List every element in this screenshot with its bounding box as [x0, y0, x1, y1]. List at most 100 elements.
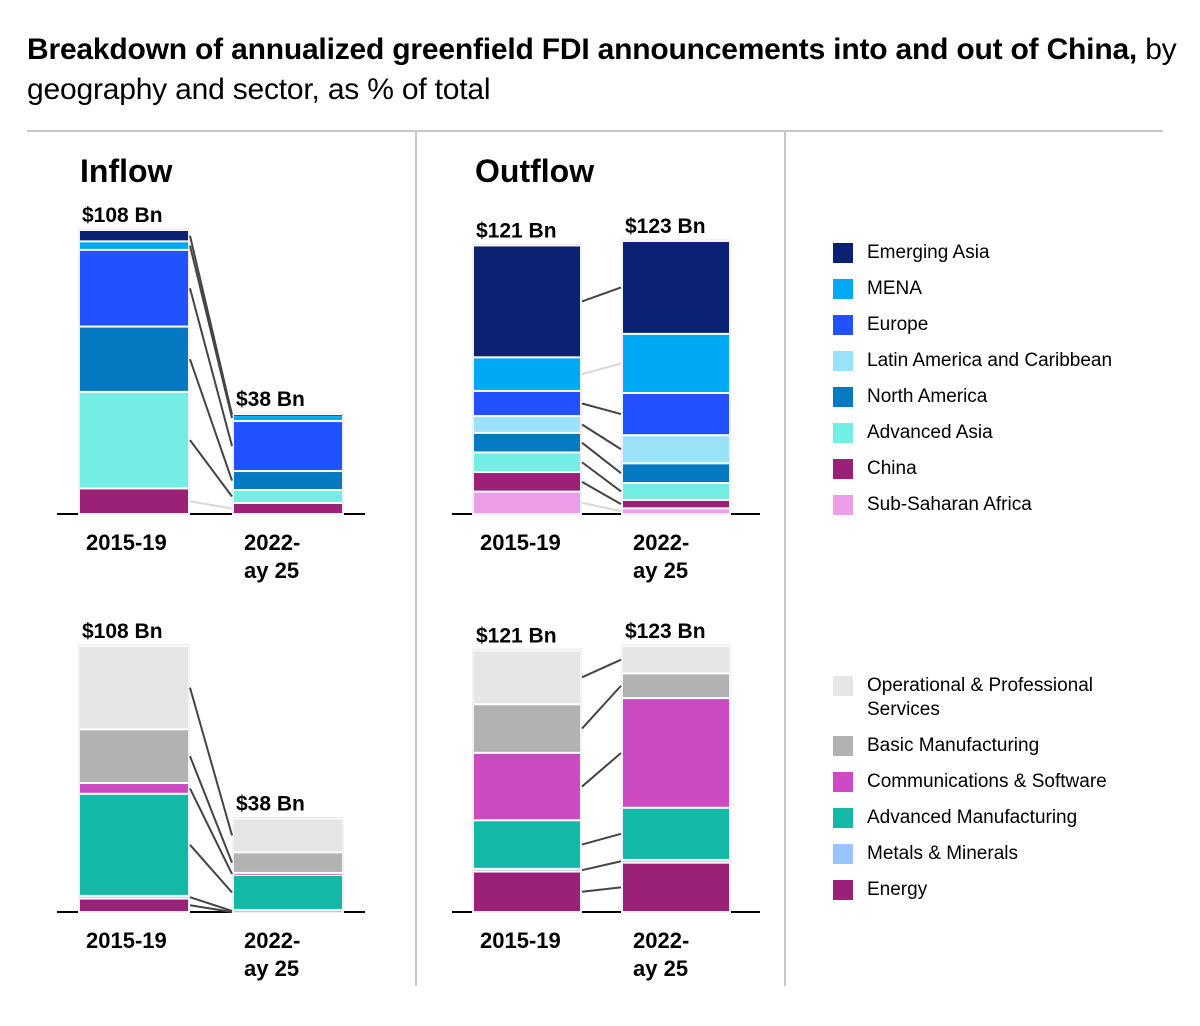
legend-label: Metals & Minerals [867, 843, 1018, 864]
connector-line [189, 755, 233, 863]
bar-segment [234, 415, 342, 416]
legend-swatch [833, 676, 853, 696]
legend-geography: Emerging Asia MENA Europe Latin America and… [833, 241, 1157, 529]
legend-label: Advanced Asia [867, 422, 993, 443]
bar-frame [78, 228, 190, 515]
bar-segment [474, 391, 580, 416]
bar-segment [474, 651, 580, 704]
legend-label: Advanced Manufacturing [867, 807, 1078, 828]
bar-frame [621, 644, 731, 913]
legend-label: MENA [867, 278, 922, 299]
bar-segment [234, 504, 342, 513]
connector-line [189, 287, 233, 447]
bar-segment [234, 416, 342, 421]
legend-item: North America [833, 385, 1157, 409]
bar-segment [234, 819, 342, 852]
bar-total-label: $108 Bn [82, 204, 163, 227]
bar-segment [474, 492, 580, 513]
connector-line [189, 500, 233, 510]
legend-item: Latin America and Caribbean [833, 349, 1157, 373]
bar-segment [234, 873, 342, 875]
x-tick-label: 2015-19 [480, 928, 561, 953]
connector-line [189, 245, 233, 419]
panel-title-outflow: Outflow [475, 153, 595, 189]
bar-segment [474, 358, 580, 390]
legend-item: Advanced Asia [833, 421, 1157, 445]
bar-segment [474, 869, 580, 871]
bar-frame [472, 648, 582, 913]
x-tick-label: ay 25 [244, 956, 299, 981]
bar-segment [80, 730, 188, 783]
legend-label: Communications & Software [867, 771, 1107, 792]
connector-line [581, 362, 622, 376]
legend-label: Latin America and Caribbean [867, 350, 1113, 371]
legend-label: Operational & Professional Services [867, 675, 1094, 720]
bar-segment [623, 484, 729, 499]
bar-segment [80, 392, 188, 488]
bar-total-label: $123 Bn [625, 620, 706, 643]
connector-line [581, 441, 622, 474]
bar-segment [474, 753, 580, 820]
bar-segment [474, 417, 580, 432]
x-tick-label: 2015-19 [86, 928, 167, 953]
bar-frame [472, 243, 582, 515]
chart-title-subtitle: by geography and sector, as % of total [27, 33, 1177, 106]
x-tick-label: ay 25 [244, 558, 299, 583]
connector-line [189, 358, 233, 481]
legend-swatch [833, 459, 853, 479]
connector-line [581, 860, 622, 872]
bar-segment [80, 784, 188, 793]
bar-segment [234, 422, 342, 471]
x-tick-label: ay 25 [633, 956, 688, 981]
legend-label: North America [867, 386, 988, 407]
legend-swatch [833, 351, 853, 371]
header-divider [27, 130, 1163, 132]
legend-label: China [867, 458, 917, 479]
bar-segment [80, 327, 188, 391]
legend-swatch [833, 495, 853, 515]
bar-segment [234, 910, 342, 912]
bar-segment [623, 808, 729, 859]
bar-total-label: $108 Bn [82, 620, 163, 643]
legend-item: China [833, 457, 1157, 481]
bar-segment [623, 393, 729, 435]
panel-divider-right [784, 132, 786, 986]
legend-swatch [833, 808, 853, 828]
x-tick-label: 2022- [244, 530, 300, 555]
legend-item: Energy [833, 878, 1157, 902]
bar-segment [234, 491, 342, 503]
legend-label: Basic Manufacturing [867, 735, 1040, 756]
bar-segment [80, 647, 188, 729]
legend-label: Europe [867, 314, 929, 335]
connector-line [581, 685, 622, 730]
connector-line [189, 687, 233, 836]
bar-segment [623, 647, 729, 673]
legend-swatch [833, 423, 853, 443]
legend-label: Emerging Asia [867, 242, 990, 263]
bar-segment [623, 242, 729, 333]
legend-item: Communications & Software [833, 770, 1157, 794]
bar-segment [623, 509, 729, 513]
bar-total-label: $38 Bn [236, 388, 305, 411]
bar-frame [232, 412, 344, 515]
legend-item: Sub-Saharan Africa [833, 493, 1157, 517]
legend-swatch [833, 736, 853, 756]
legend-item: Basic Manufacturing [833, 734, 1157, 758]
bar-segment [474, 246, 580, 357]
bar-segment [80, 794, 188, 895]
x-tick-label: 2022- [244, 928, 300, 953]
bar-segment [80, 231, 188, 241]
bar-total-label: $38 Bn [236, 792, 305, 815]
connector-line [581, 480, 622, 506]
bar-segment [474, 705, 580, 752]
connector-line [581, 286, 622, 303]
bar-segment [623, 699, 729, 807]
connector-line [189, 896, 233, 912]
bar-segment [80, 242, 188, 249]
bar-segment [623, 500, 729, 508]
bar-segment [474, 453, 580, 472]
legend-sector: Operational & Professional Services Basic… [833, 674, 1157, 914]
bar-segment [623, 436, 729, 463]
connector-line [581, 461, 622, 493]
